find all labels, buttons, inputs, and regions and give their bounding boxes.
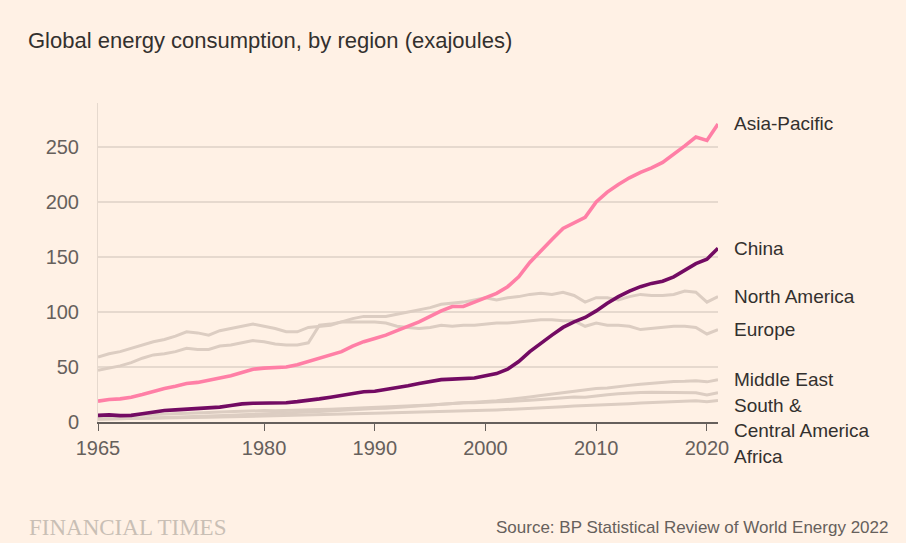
svg-text:Europe: Europe (734, 319, 795, 340)
svg-text:50: 50 (57, 356, 79, 378)
svg-text:Source: BP Statistical Review: Source: BP Statistical Review of World E… (496, 518, 888, 537)
svg-text:1980: 1980 (242, 437, 287, 459)
svg-text:Middle East: Middle East (734, 369, 834, 390)
svg-text:200: 200 (46, 191, 79, 213)
svg-text:North America: North America (734, 286, 855, 307)
svg-text:100: 100 (46, 301, 79, 323)
svg-text:250: 250 (46, 136, 79, 158)
svg-text:Global energy consumption, by: Global energy consumption, by region (ex… (28, 28, 512, 53)
svg-text:China: China (734, 238, 784, 259)
svg-text:2020: 2020 (685, 437, 730, 459)
svg-text:1990: 1990 (353, 437, 398, 459)
svg-text:0: 0 (68, 411, 79, 433)
svg-text:FINANCIAL TIMES: FINANCIAL TIMES (29, 515, 226, 540)
svg-text:Africa: Africa (734, 446, 783, 467)
svg-text:2000: 2000 (463, 437, 508, 459)
svg-text:1965: 1965 (76, 437, 121, 459)
svg-text:150: 150 (46, 246, 79, 268)
svg-text:Asia-Pacific: Asia-Pacific (734, 113, 833, 134)
svg-text:2010: 2010 (574, 437, 619, 459)
svg-text:South &Central America: South &Central America (734, 395, 870, 441)
